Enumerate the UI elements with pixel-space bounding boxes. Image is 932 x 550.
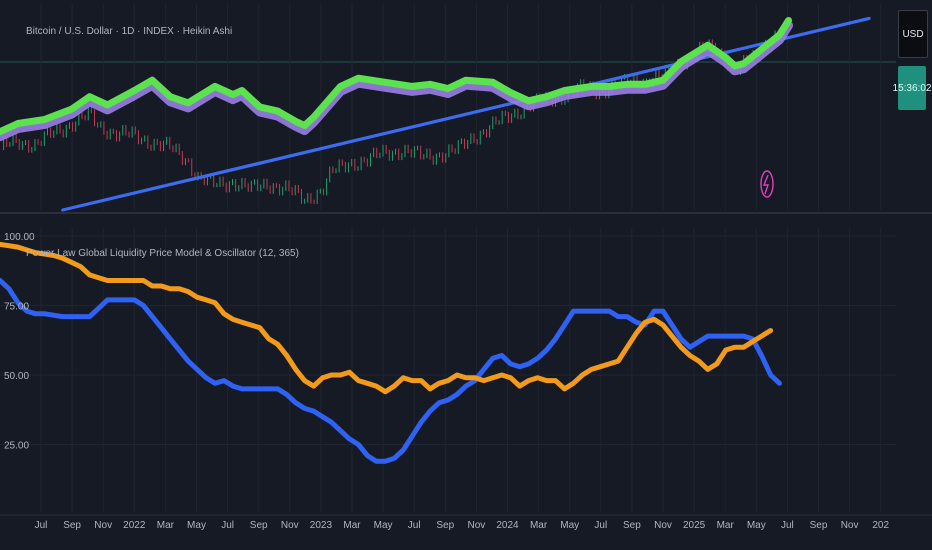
- x-tick-label: Jul: [35, 520, 48, 531]
- x-tick-label: Sep: [63, 520, 81, 531]
- x-tick-label: Jul: [408, 520, 421, 531]
- x-tick-label: Jul: [781, 520, 794, 531]
- price-model-line: [0, 17, 792, 136]
- oscillator-pane-grid: [0, 228, 896, 512]
- oscillator-pane-title: Power Law Global Liquidity Price Model &…: [26, 248, 299, 259]
- x-tick-label: May: [187, 520, 206, 531]
- x-tick-label: Sep: [623, 520, 641, 531]
- x-tick-label: Nov: [468, 520, 486, 531]
- price-pane-title: Bitcoin / U.S. Dollar · 1D · INDEX · Hei…: [26, 26, 232, 37]
- x-tick-label: 2023: [310, 520, 333, 531]
- x-tick-label: Nov: [281, 520, 299, 531]
- oscillator-orange-line: [0, 241, 774, 395]
- x-tick-label: 202: [872, 520, 889, 531]
- x-tick-label: Jul: [594, 520, 607, 531]
- x-tick-label: Sep: [436, 520, 454, 531]
- currency-badge[interactable]: USD: [898, 10, 928, 58]
- x-tick-label: 2025: [683, 520, 706, 531]
- time-axis-ticks: Jul Sep Nov 2022 Mar May Jul Sep Nov 2023 Mar May Ju…: [35, 520, 890, 531]
- price-pane-plot: [0, 16, 871, 212]
- countdown-badge: 15:36:02: [893, 66, 931, 110]
- y-tick-label: 50.00: [4, 371, 29, 382]
- x-tick-label: 2022: [123, 520, 146, 531]
- x-tick-label: Nov: [94, 520, 112, 531]
- x-tick-label: Mar: [157, 520, 175, 531]
- y-tick-label: 25.00: [4, 441, 29, 452]
- x-tick-label: 2024: [496, 520, 519, 531]
- x-tick-label: Sep: [250, 520, 268, 531]
- lightning-icon[interactable]: [760, 170, 774, 198]
- y-tick-label: 75.00: [4, 302, 29, 313]
- price-trend-line: [61, 16, 871, 212]
- x-tick-label: May: [747, 520, 766, 531]
- x-tick-label: Sep: [810, 520, 828, 531]
- y-axis-ticks: 100.00 75.00 50.00 25.00: [4, 232, 35, 452]
- y-tick-label: 100.00: [4, 232, 35, 243]
- x-tick-label: May: [374, 520, 393, 531]
- x-tick-label: Jul: [221, 520, 234, 531]
- x-tick-label: Nov: [841, 520, 859, 531]
- x-tick-label: Nov: [654, 520, 672, 531]
- oscillator-blue-line: [0, 278, 782, 464]
- x-tick-label: Mar: [717, 520, 735, 531]
- x-tick-label: Mar: [343, 520, 361, 531]
- x-tick-label: Mar: [530, 520, 548, 531]
- x-tick-label: May: [560, 520, 579, 531]
- oscillator-pane-plot: [0, 241, 782, 464]
